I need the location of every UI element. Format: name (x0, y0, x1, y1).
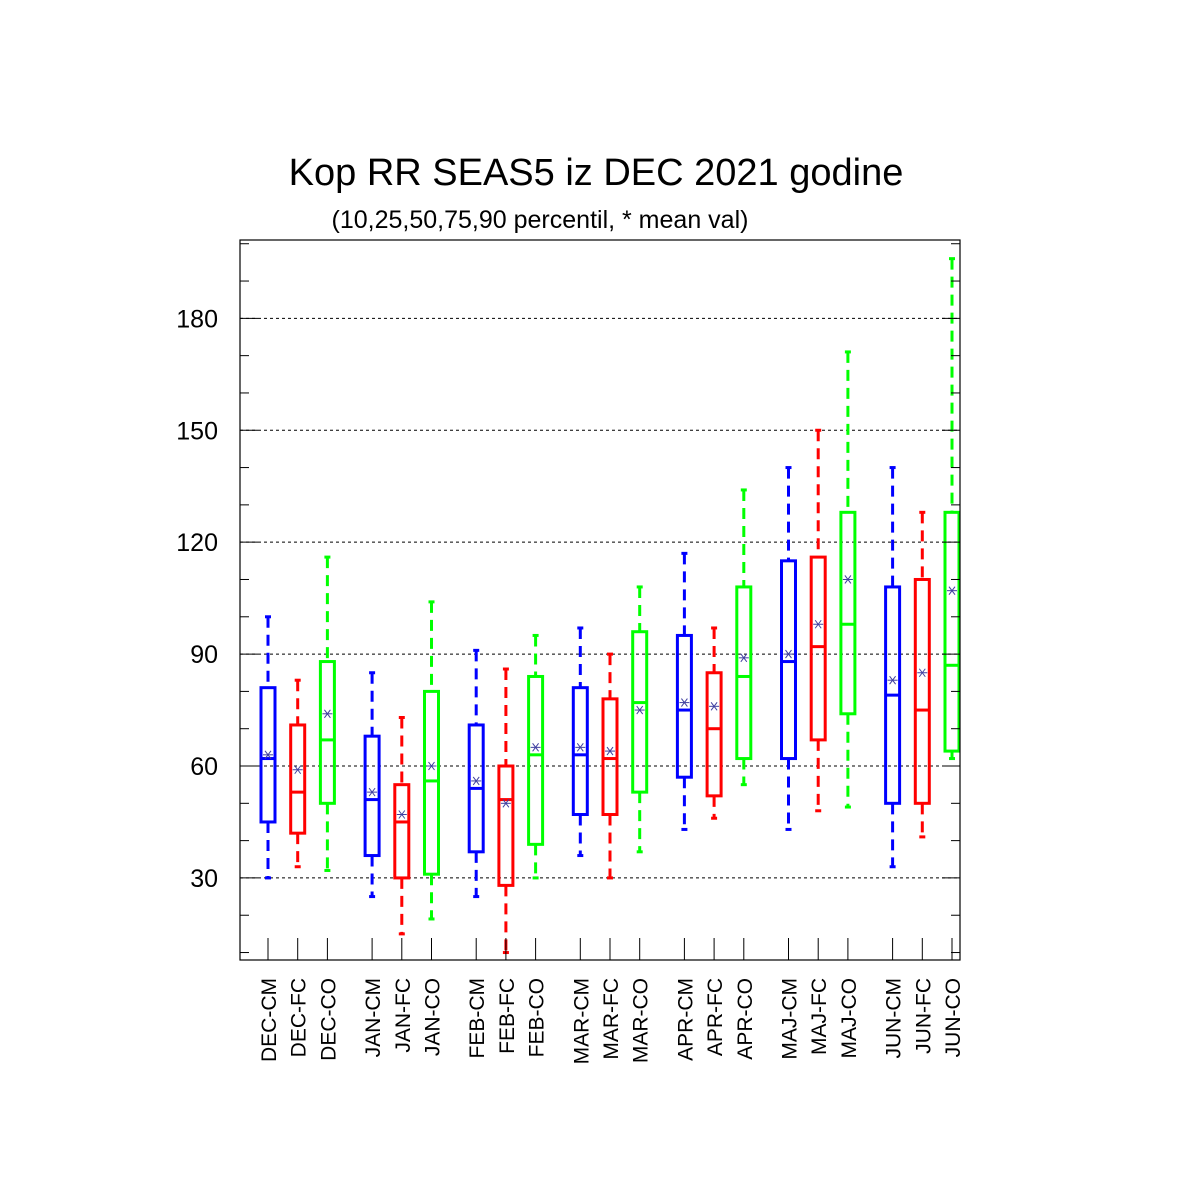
mean-marker (783, 649, 794, 659)
x-tick-label: MAR-CM (570, 978, 593, 1064)
box-iqr (527, 674, 545, 846)
mean-marker-stroke (368, 787, 376, 797)
mean-marker (738, 653, 749, 663)
mean-marker (917, 668, 928, 678)
y-tick-label: 60 (190, 753, 218, 781)
box-iqr (735, 585, 753, 761)
x-tick-label: JAN-CO (422, 978, 445, 1056)
mean-marker-stroke (398, 810, 406, 819)
x-tick-label: APR-CM (674, 978, 697, 1061)
mean-marker-stroke (740, 653, 748, 663)
mean-marker (471, 776, 482, 786)
box-iqr (363, 734, 381, 858)
x-tick-label: JUN-FC (912, 978, 935, 1054)
y-tick-label: 150 (176, 417, 218, 445)
x-tick-label: DEC-CO (317, 978, 340, 1061)
x-tick-label: DEC-FC (288, 978, 311, 1057)
mean-marker-stroke (502, 799, 510, 808)
box-iqr (631, 630, 649, 794)
x-tick-label: JAN-FC (392, 978, 415, 1053)
mean-marker (426, 761, 437, 771)
mean-marker (634, 705, 645, 715)
x-tick-label: APR-CO (734, 978, 757, 1060)
mean-marker (887, 675, 898, 685)
mean-marker (263, 750, 273, 760)
mean-marker (842, 575, 853, 584)
box-iqr (423, 689, 440, 876)
mean-marker-stroke (918, 668, 926, 678)
mean-marker (709, 702, 720, 711)
chart-title: Kop RR SEAS5 iz DEC 2021 godine (289, 152, 904, 194)
x-tick-label: JAN-CM (362, 978, 385, 1057)
box-iqr (393, 783, 411, 880)
x-tick-label: MAJ-CM (779, 978, 802, 1060)
box-iqr (675, 633, 693, 779)
x-tick-label: FEB-CO (526, 978, 549, 1057)
mean-marker-stroke (294, 765, 302, 775)
mean-marker-stroke (948, 586, 956, 595)
boxes (259, 257, 961, 955)
x-tick-label: MAR-FC (600, 978, 623, 1060)
x-tick-label: MAJ-FC (808, 978, 831, 1055)
box-iqr (705, 671, 723, 798)
mean-marker-stroke (606, 746, 614, 756)
grid-lines (240, 317, 960, 879)
mean-marker (679, 698, 690, 707)
chart-subtitle: (10,25,50,75,90 percentil, * mean val) (332, 206, 749, 234)
plot-frame (239, 239, 961, 961)
box-iqr (839, 510, 857, 716)
mean-marker (813, 619, 824, 629)
x-tick-label: MAR-CO (630, 978, 653, 1063)
mean-marker-stroke (472, 776, 480, 786)
y-tick-label: 120 (176, 529, 218, 557)
mean-marker (292, 765, 303, 775)
mean-marker (575, 743, 586, 752)
mean-marker-stroke (681, 698, 688, 707)
x-tick-label: FEB-FC (496, 978, 519, 1054)
mean-marker (322, 709, 333, 719)
mean-marker-stroke (814, 619, 822, 629)
mean-marker-stroke (532, 743, 539, 752)
mean-marker-stroke (889, 675, 896, 685)
box-iqr (913, 577, 931, 805)
y-tick-label: 30 (190, 865, 218, 893)
box-iqr (571, 686, 589, 817)
mean-marker-stroke (428, 761, 435, 771)
x-tick-label: FEB-CM (466, 978, 489, 1059)
mean-marker (396, 810, 407, 819)
box-iqr (601, 697, 619, 817)
mean-marker-stroke (264, 750, 272, 760)
x-tick-label: MAJ-CO (838, 978, 861, 1059)
mean-marker (947, 586, 957, 595)
mean-marker (367, 787, 378, 797)
x-tick-label: JUN-CM (883, 978, 906, 1058)
box-iqr (318, 660, 336, 805)
box-iqr (259, 686, 277, 824)
mean-marker-stroke (844, 575, 852, 584)
mean-marker-stroke (785, 649, 792, 659)
mean-marker (500, 799, 511, 808)
box-iqr (809, 555, 827, 742)
y-tick-label: 90 (190, 641, 218, 669)
box-iqr (289, 723, 307, 835)
x-tick-label: APR-FC (704, 978, 727, 1056)
axes: 30 60 90 120 150 180 DEC-CM DEC-FC DEC-CO JAN-CM J… (176, 239, 965, 1064)
y-tick-label: 180 (176, 305, 218, 333)
mean-marker (530, 743, 541, 752)
box-iqr (943, 510, 961, 753)
mean-marker-stroke (576, 743, 584, 752)
mean-marker-stroke (710, 702, 718, 711)
box-iqr (780, 559, 797, 761)
mean-marker-stroke (323, 709, 331, 719)
mean-marker (605, 746, 615, 756)
x-tick-label: DEC-CM (258, 978, 281, 1062)
x-tick-label: JUN-CO (942, 978, 965, 1057)
box-iqr (497, 764, 515, 887)
mean-marker-stroke (636, 705, 644, 715)
